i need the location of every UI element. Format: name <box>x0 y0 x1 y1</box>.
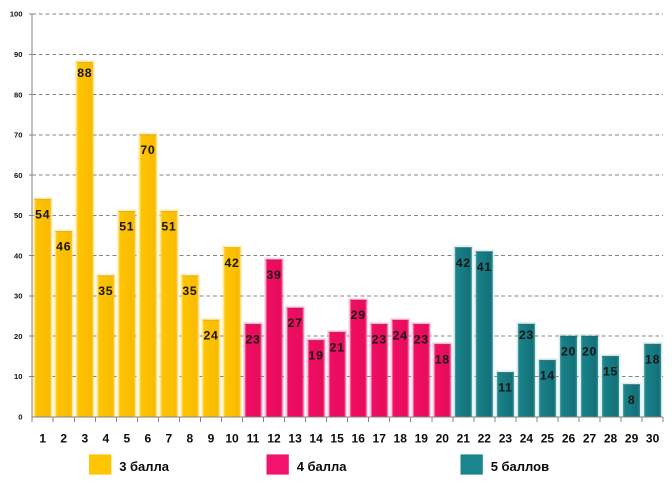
svg-text:20: 20 <box>561 344 576 358</box>
svg-text:23: 23 <box>499 432 513 446</box>
svg-text:100: 100 <box>10 10 23 19</box>
svg-text:26: 26 <box>562 432 576 446</box>
svg-text:42: 42 <box>224 256 239 270</box>
svg-text:21: 21 <box>457 432 471 446</box>
svg-text:23: 23 <box>519 328 534 342</box>
svg-text:60: 60 <box>14 171 22 180</box>
svg-text:29: 29 <box>625 432 639 446</box>
svg-text:29: 29 <box>351 308 366 322</box>
svg-text:80: 80 <box>14 90 22 99</box>
svg-text:5: 5 <box>123 432 130 446</box>
svg-text:18: 18 <box>435 353 450 367</box>
svg-text:15: 15 <box>330 432 344 446</box>
svg-text:3 балла: 3 балла <box>119 459 170 474</box>
svg-text:41: 41 <box>477 260 492 274</box>
svg-text:23: 23 <box>372 332 387 346</box>
svg-text:50: 50 <box>14 211 22 220</box>
svg-text:8: 8 <box>628 393 636 407</box>
svg-text:23: 23 <box>414 332 429 346</box>
svg-text:14: 14 <box>309 432 323 446</box>
svg-text:17: 17 <box>373 432 387 446</box>
svg-text:42: 42 <box>456 256 471 270</box>
svg-text:7: 7 <box>166 432 173 446</box>
svg-text:90: 90 <box>14 50 22 59</box>
svg-text:25: 25 <box>541 432 555 446</box>
svg-text:24: 24 <box>393 328 408 342</box>
svg-text:13: 13 <box>288 432 302 446</box>
svg-text:11: 11 <box>498 381 512 395</box>
svg-text:88: 88 <box>77 66 92 80</box>
svg-text:19: 19 <box>309 349 324 363</box>
svg-text:12: 12 <box>267 432 281 446</box>
svg-text:21: 21 <box>330 340 345 354</box>
svg-text:46: 46 <box>56 240 71 254</box>
svg-text:51: 51 <box>161 220 176 234</box>
svg-text:14: 14 <box>540 369 555 383</box>
svg-text:28: 28 <box>604 432 618 446</box>
svg-text:10: 10 <box>14 372 22 381</box>
svg-text:30: 30 <box>14 292 22 301</box>
svg-text:18: 18 <box>394 432 408 446</box>
svg-text:30: 30 <box>646 432 660 446</box>
svg-text:8: 8 <box>187 432 194 446</box>
svg-text:40: 40 <box>14 251 22 260</box>
svg-text:24: 24 <box>203 328 218 342</box>
svg-text:27: 27 <box>288 316 303 330</box>
svg-text:24: 24 <box>520 432 534 446</box>
svg-text:54: 54 <box>35 208 50 222</box>
svg-text:4 балла: 4 балла <box>297 459 348 474</box>
svg-text:22: 22 <box>478 432 492 446</box>
svg-text:20: 20 <box>14 332 22 341</box>
svg-text:5 баллов: 5 баллов <box>491 459 549 474</box>
svg-text:70: 70 <box>140 143 155 157</box>
svg-text:9: 9 <box>208 432 215 446</box>
svg-text:18: 18 <box>645 353 660 367</box>
svg-text:27: 27 <box>583 432 597 446</box>
svg-text:1: 1 <box>39 432 46 446</box>
svg-text:70: 70 <box>14 131 22 140</box>
svg-text:20: 20 <box>436 432 450 446</box>
svg-text:3: 3 <box>81 432 88 446</box>
svg-text:2: 2 <box>60 432 67 446</box>
svg-text:35: 35 <box>182 284 197 298</box>
svg-text:0: 0 <box>18 413 22 422</box>
svg-text:51: 51 <box>119 220 134 234</box>
svg-text:11: 11 <box>247 432 260 446</box>
svg-text:6: 6 <box>145 432 152 446</box>
svg-text:20: 20 <box>582 344 597 358</box>
svg-text:4: 4 <box>102 432 109 446</box>
svg-text:10: 10 <box>225 432 239 446</box>
svg-text:35: 35 <box>98 284 113 298</box>
svg-text:19: 19 <box>415 432 429 446</box>
svg-text:15: 15 <box>603 365 618 379</box>
svg-text:39: 39 <box>266 268 281 282</box>
svg-text:16: 16 <box>352 432 366 446</box>
svg-text:23: 23 <box>245 332 260 346</box>
